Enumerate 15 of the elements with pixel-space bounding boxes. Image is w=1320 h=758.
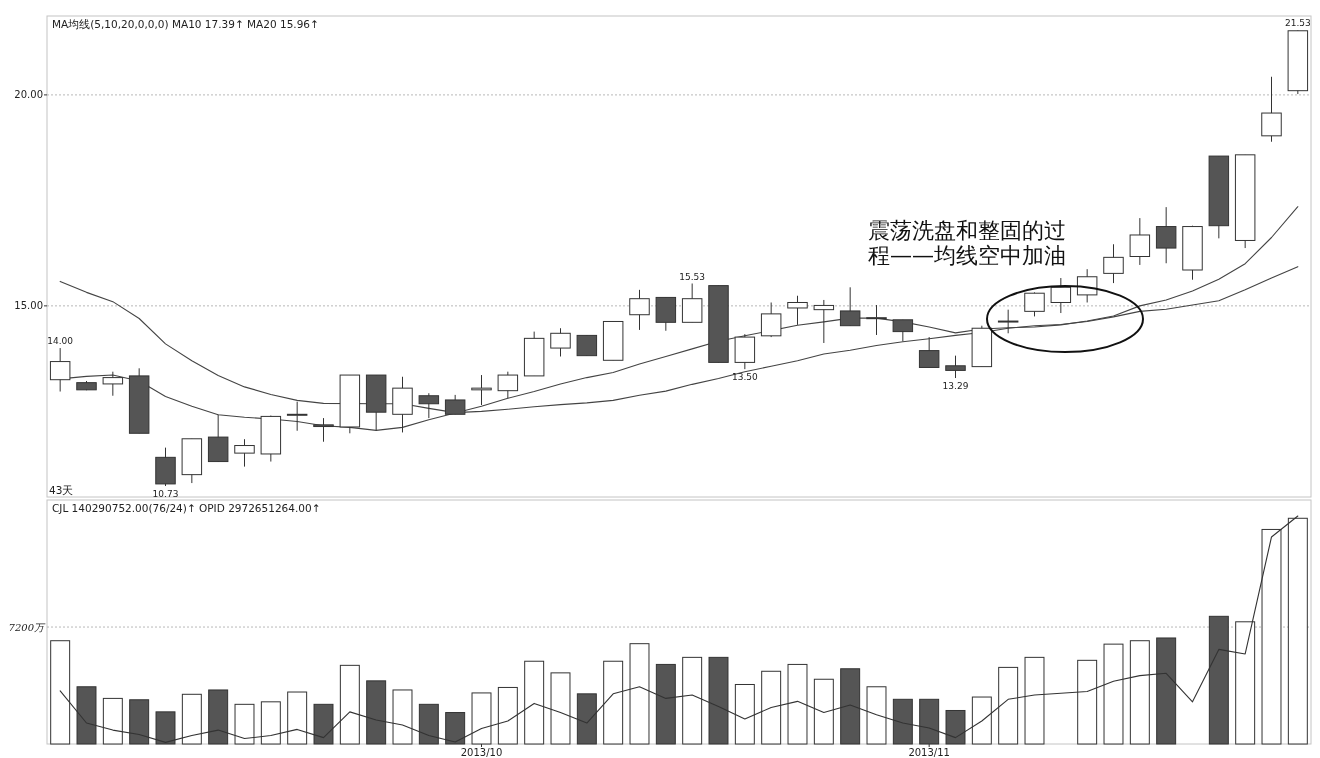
y-tick-label: 20.00 [14,89,43,101]
annotation: 震荡洗盘和整固的过程——均线空中加油 [868,218,1066,268]
annotation: 13.50 [731,372,758,383]
x-tick-label: 2013/10 [460,747,503,758]
annotation: 14.00 [47,336,74,347]
annotation: 13.29 [942,381,969,392]
annotation: 10.73 [152,489,179,500]
text: CJL 140290752.00(76/24)↑ OPID 2972651264.00↑ [52,502,321,514]
text: 7200万 [8,621,46,633]
x-tick-label: 2013/11 [908,747,950,758]
annotation: 43天 [49,484,74,496]
annotation: 15.53 [679,271,706,282]
annotation: 21.53 [1284,18,1311,29]
y-tick-label: 15.00 [14,300,43,312]
annotation: MA均线(5,10,20,0,0,0) MA10 17.39↑ MA20 15.96↑ [52,18,319,30]
